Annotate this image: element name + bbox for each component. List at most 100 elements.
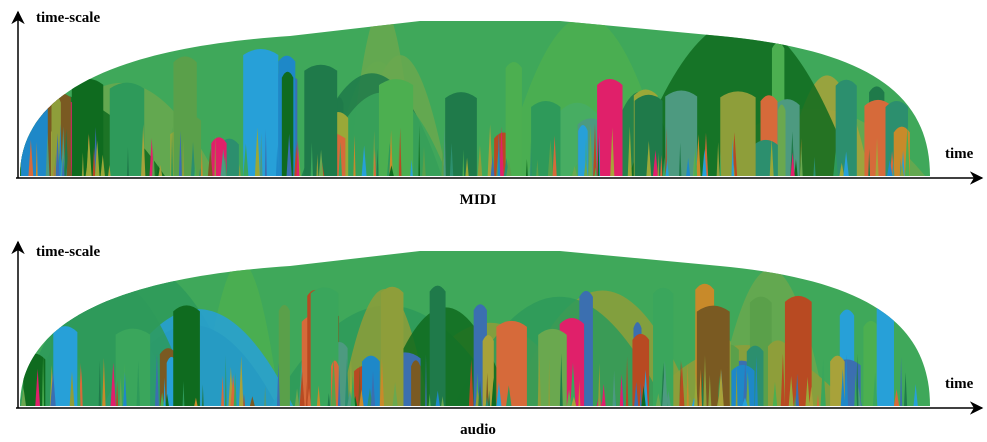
texture xyxy=(612,370,616,406)
texture xyxy=(200,148,203,176)
texture xyxy=(53,326,78,406)
texture xyxy=(538,328,567,406)
texture xyxy=(429,285,446,406)
texture xyxy=(530,141,532,176)
texture xyxy=(178,130,182,176)
texture xyxy=(435,390,440,406)
texture xyxy=(350,375,356,406)
texture xyxy=(537,353,541,406)
caption: audio xyxy=(460,422,496,438)
texture xyxy=(794,159,798,176)
texture xyxy=(641,385,646,406)
texture xyxy=(126,147,129,176)
texture xyxy=(35,141,38,176)
texture xyxy=(767,340,788,406)
caption: MIDI xyxy=(460,192,497,208)
texture xyxy=(304,64,338,176)
keyscape xyxy=(20,21,930,176)
texture xyxy=(548,357,550,406)
texture xyxy=(182,380,185,406)
texture xyxy=(50,370,56,406)
texture xyxy=(154,354,159,406)
texture xyxy=(499,126,504,176)
texture xyxy=(110,362,116,406)
texture xyxy=(373,148,376,176)
texture xyxy=(45,132,50,176)
texture xyxy=(634,381,639,406)
texture xyxy=(743,359,748,406)
texture xyxy=(361,145,367,176)
texture xyxy=(665,159,669,176)
texture xyxy=(327,393,331,406)
texture xyxy=(233,372,237,406)
texture xyxy=(488,390,491,406)
texture xyxy=(660,154,663,176)
texture xyxy=(468,359,474,406)
texture xyxy=(571,396,577,406)
texture xyxy=(443,125,446,176)
texture xyxy=(275,145,279,176)
texture xyxy=(769,138,774,176)
texture xyxy=(788,375,794,406)
texture xyxy=(190,141,196,176)
texture xyxy=(593,123,597,176)
texture xyxy=(496,320,527,406)
texture xyxy=(559,353,563,406)
texture xyxy=(194,397,198,406)
texture xyxy=(619,374,624,406)
texture xyxy=(286,133,292,176)
texture xyxy=(199,167,202,176)
panel: time-scale time MIDI xyxy=(11,10,984,208)
texture xyxy=(482,335,494,406)
texture xyxy=(69,371,75,406)
texture xyxy=(652,150,658,176)
texture xyxy=(182,139,185,176)
texture xyxy=(506,160,512,176)
texture xyxy=(318,149,324,176)
texture xyxy=(657,152,660,176)
texture xyxy=(913,384,918,406)
texture xyxy=(77,355,81,406)
texture xyxy=(777,104,786,176)
texture xyxy=(809,386,814,406)
texture xyxy=(833,150,839,176)
texture xyxy=(445,92,477,176)
texture xyxy=(598,362,601,406)
texture xyxy=(116,380,119,406)
texture xyxy=(876,284,895,406)
texture xyxy=(785,359,788,406)
texture xyxy=(61,157,65,176)
texture xyxy=(496,382,502,406)
texture xyxy=(380,286,404,406)
texture xyxy=(578,124,588,176)
texture xyxy=(173,305,200,406)
texture xyxy=(578,380,581,406)
texture xyxy=(21,388,27,406)
x-axis-label: time xyxy=(945,146,974,162)
texture xyxy=(840,368,845,406)
texture xyxy=(462,149,465,176)
texture xyxy=(610,127,615,176)
texture xyxy=(316,154,319,176)
texture xyxy=(102,357,106,406)
texture xyxy=(627,126,632,176)
texture xyxy=(864,99,892,176)
texture xyxy=(570,362,576,406)
texture xyxy=(725,363,730,406)
texture xyxy=(905,126,910,176)
texture xyxy=(696,134,701,176)
texture xyxy=(465,157,469,176)
texture xyxy=(305,381,308,406)
texture xyxy=(872,372,878,406)
texture xyxy=(281,71,294,176)
texture xyxy=(425,354,427,406)
texture xyxy=(506,385,512,406)
keyscape xyxy=(20,251,930,406)
texture xyxy=(679,361,685,406)
texture xyxy=(703,354,707,406)
texture xyxy=(141,124,146,176)
texture xyxy=(414,379,419,406)
texture xyxy=(485,372,489,406)
texture xyxy=(42,354,45,406)
panel: time-scale time audio xyxy=(11,240,984,438)
